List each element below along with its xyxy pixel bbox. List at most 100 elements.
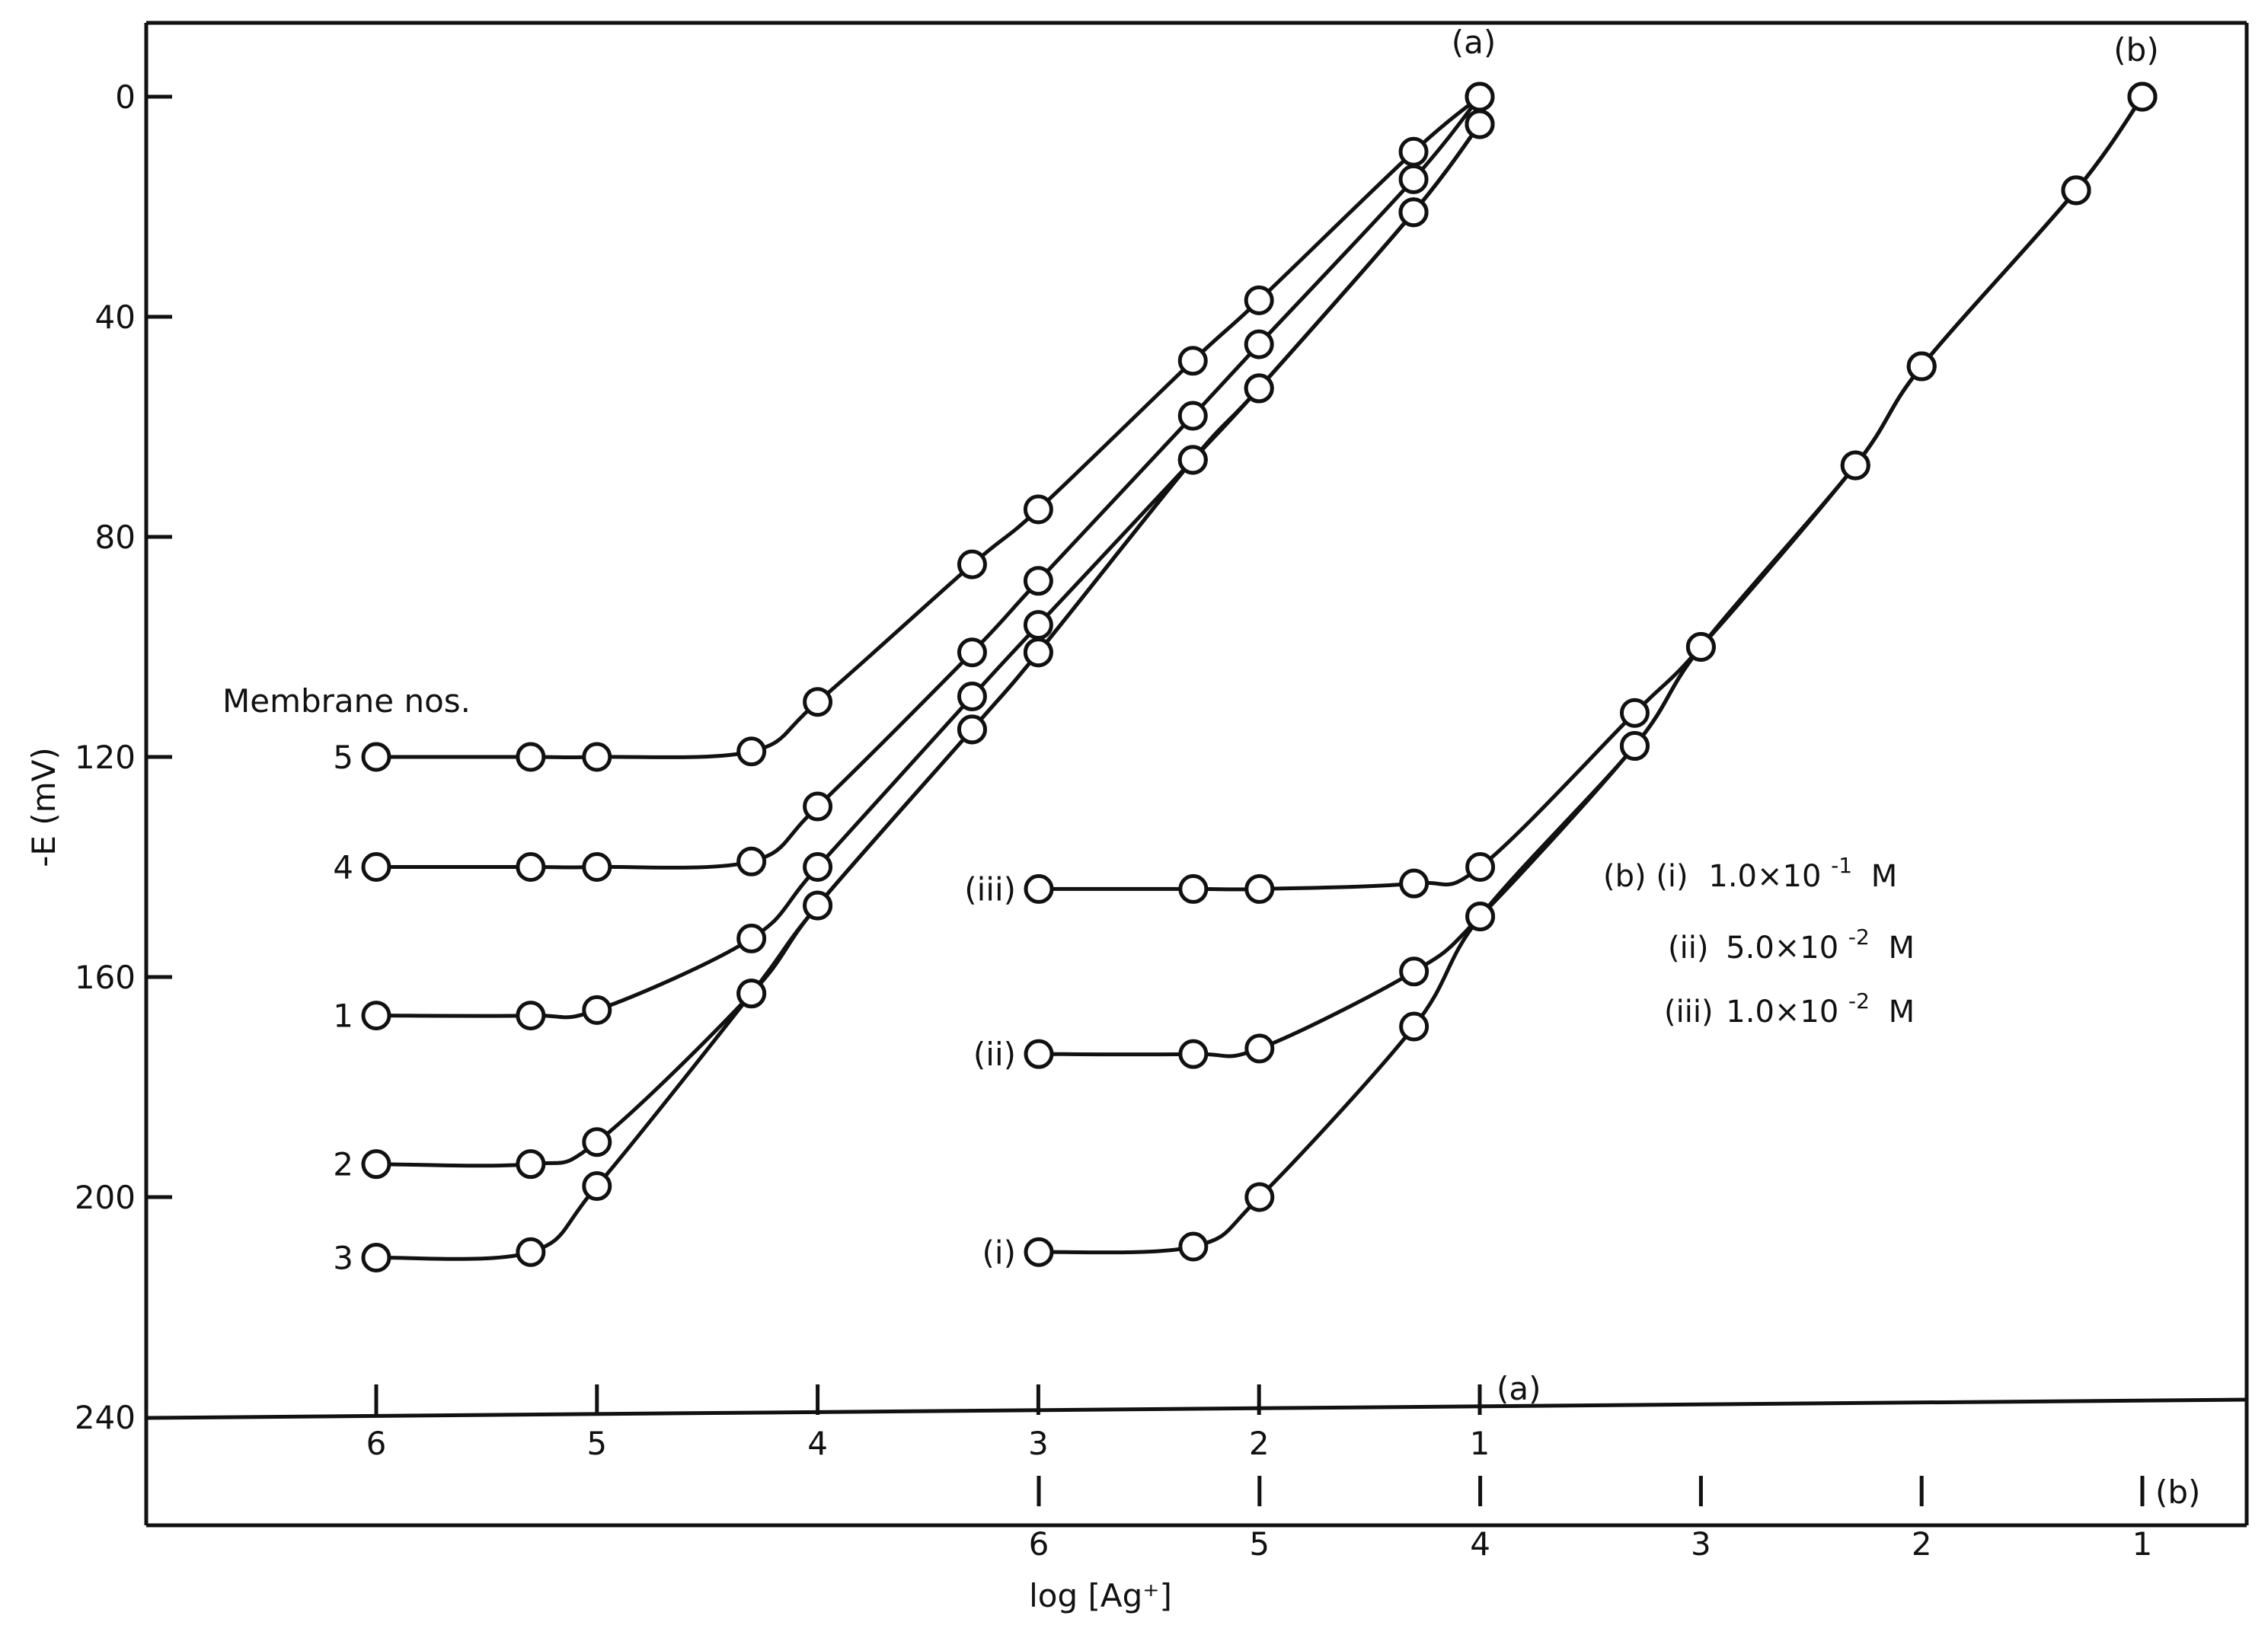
series-a-point [1177,401,1208,431]
legend-id: (i) [1656,859,1688,894]
y-tick-label: 120 [75,739,136,776]
series-b-point [1244,1182,1275,1212]
series-a-point [1177,445,1208,475]
series-a-point [803,852,833,882]
series-a-point [957,714,987,745]
series-b-point [1399,956,1429,987]
series-b-label: (i) [982,1234,1016,1271]
series-b-point [2127,81,2158,112]
x-axis-b: 6 5 4 3 2 1 [1029,1476,2153,1563]
series-a-point [736,979,767,1009]
series-group-b: (iii) (ii) (i) [964,81,2158,1271]
series-b-point [1178,1231,1209,1262]
series-a-point [1244,285,1274,315]
legend-value: 5.0×10 [1726,931,1838,966]
x-axis-a-label: (a) [1497,1370,1541,1407]
series-a-label: 3 [333,1239,353,1276]
legend-value: 1.0×10 [1708,859,1821,894]
series-b-point [1685,632,1716,662]
series-b-point [1465,852,1496,882]
series-a-point [582,1127,612,1157]
x-b-tick-label: 1 [2132,1525,2153,1563]
series-b-point [1465,902,1496,932]
series-a-point [1244,329,1274,359]
series-a-point [516,1149,546,1180]
series-b-point [1178,1039,1209,1069]
x-a-tick-label: 2 [1249,1425,1270,1462]
y-axis: 0 40 80 120 160 200 240 [75,78,172,1436]
series-a-point [1398,136,1429,167]
series-b-line-2 [1037,94,2145,1255]
series-b-point [1024,873,1054,904]
series-b-line-0 [1037,94,2145,892]
y-tick-label: 40 [95,299,136,336]
series-b-point [1619,731,1650,762]
series-b-point [1619,698,1650,728]
series-a-point [516,852,546,882]
series-a-point [516,742,546,772]
y-tick-label: 200 [75,1179,136,1216]
series-a-point [1023,610,1053,640]
series-a-point [1244,373,1274,404]
legend-unit: M [1889,995,1915,1030]
series-b-point [1399,868,1429,899]
x-axis-a-line [145,1397,2247,1420]
series-a-point [1465,109,1495,139]
series-b-line-1 [1037,94,2145,1058]
legend-value: 1.0×10 [1726,995,1838,1030]
series-a-label: 4 [333,849,353,886]
series-a-point [1023,566,1053,596]
series-a-point [516,1001,546,1031]
series-a-point [361,1242,391,1272]
legend-entry-ii: (ii) 5.0×10 -2 M [1668,917,1915,966]
series-a-point [1465,81,1495,112]
panel-label-a-top: (a) [1452,24,1497,61]
series-a-point [1398,164,1429,194]
series-a-point [803,791,833,822]
series-a-point [803,890,833,921]
series-a-point [582,852,612,882]
series-a-point [361,742,391,772]
series-a-line-2 [374,122,1482,1020]
x-axis-b-label: (b) [2155,1474,2200,1511]
x-axis-title: log [Ag⁺] [1029,1577,1172,1614]
x-b-tick-label: 3 [1691,1525,1711,1563]
legend-exponent: -1 [1831,853,1852,878]
series-b-point [1178,873,1209,904]
series-a-point [736,846,767,876]
series-a-point [1023,637,1053,668]
legend-exponent: -2 [1848,924,1870,950]
legend-id: (ii) [1668,931,1708,966]
series-a-label: 5 [333,739,353,776]
x-a-tick-label: 6 [366,1425,387,1462]
legend: (b) (i) 1.0×10 -1 M (ii) 5.0×10 -2 M (ii… [1603,845,1915,1030]
series-a-point [361,1149,391,1180]
series-b-point [2061,175,2091,206]
legend-exponent: -2 [1848,988,1870,1014]
series-b-point [1024,1237,1054,1267]
series-b-point [1244,1033,1275,1064]
legend-entry-iii: (iii) 1.0×10 -2 M [1664,981,1915,1030]
x-a-tick-label: 3 [1028,1425,1049,1462]
x-a-tick-label: 1 [1470,1425,1490,1462]
series-a-point [736,923,767,953]
series-b-point [1840,450,1870,481]
legend-id: (iii) [1664,995,1714,1030]
x-b-tick-label: 2 [1912,1525,1932,1563]
series-b-point [1024,1039,1054,1069]
series-a-point [957,549,987,580]
series-a-point [957,682,987,712]
x-a-tick-label: 5 [586,1425,607,1462]
legend-unit: M [1889,931,1915,966]
x-b-tick-label: 4 [1470,1525,1490,1563]
series-b-point [1399,1011,1429,1042]
series-a-point [582,1171,612,1202]
series-a-point [582,995,612,1025]
panel-label-b-top: (b) [2113,31,2158,69]
legend-entry-i: (b) (i) 1.0×10 -1 M [1603,845,1897,894]
series-a-line-0 [374,94,1482,760]
series-a-label: 2 [333,1146,353,1183]
series-a-label: 1 [333,998,353,1035]
x-a-tick-label: 4 [807,1425,828,1462]
